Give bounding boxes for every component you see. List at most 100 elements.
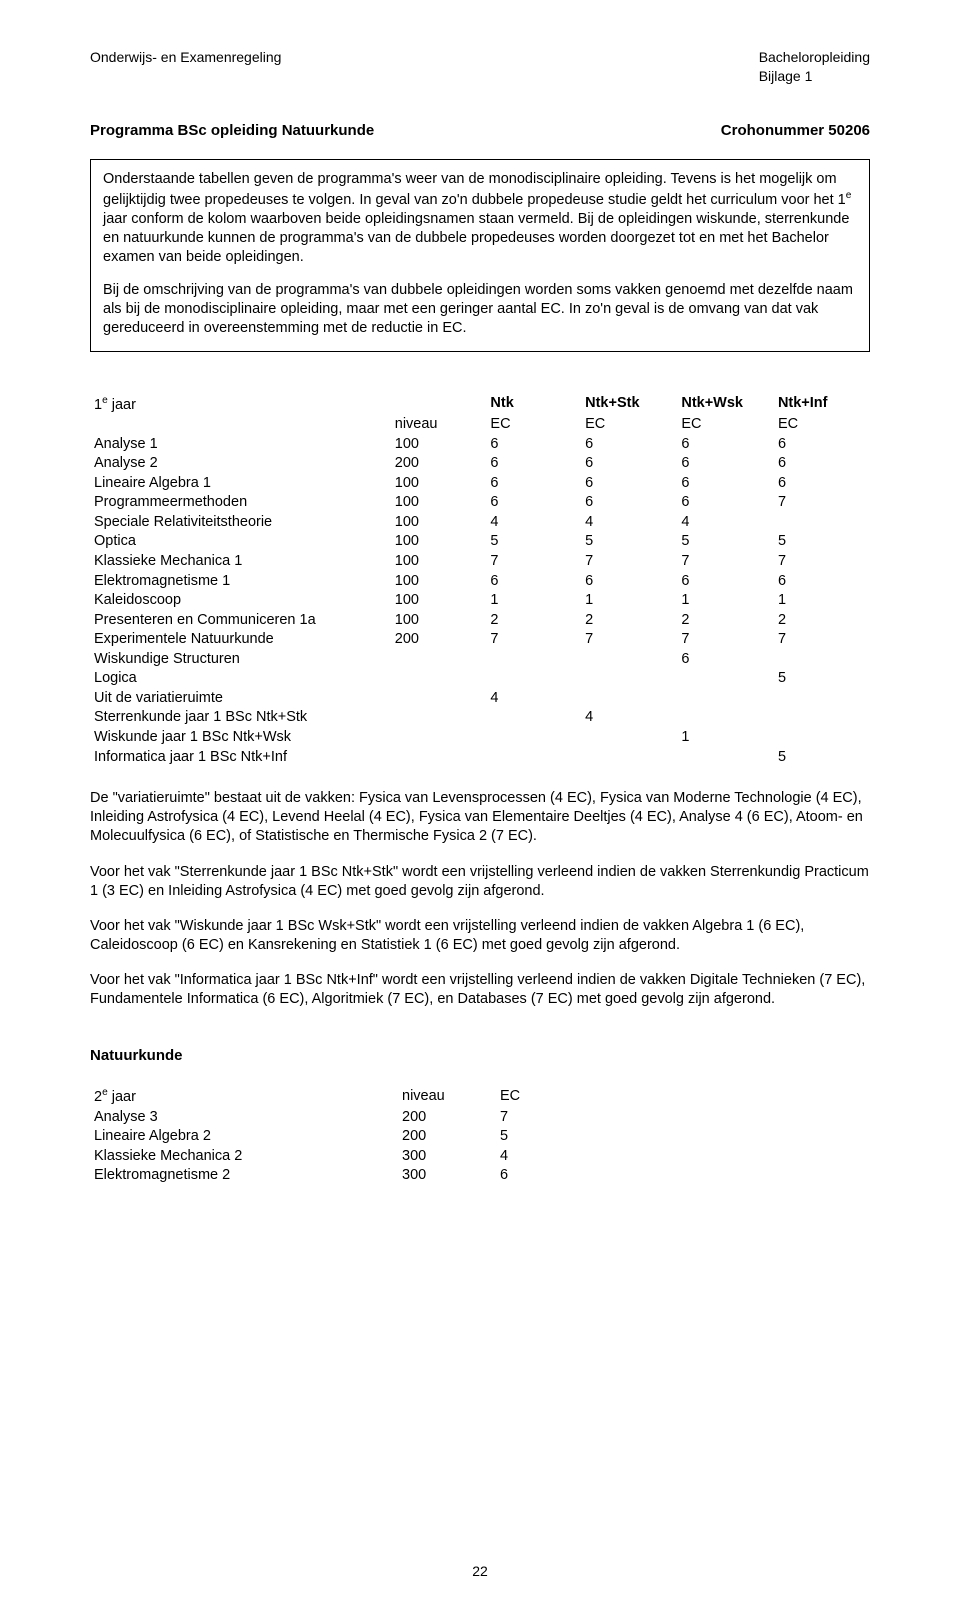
course-ec: 6: [774, 435, 870, 455]
course-name: Wiskunde jaar 1 BSc Ntk+Wsk: [90, 728, 391, 748]
course-niveau: [391, 748, 487, 768]
course-name: Analyse 1: [90, 435, 391, 455]
course-ec: [774, 650, 870, 670]
course-niveau: [391, 689, 487, 709]
course-niveau: [391, 728, 487, 748]
col-ntk: Ntk: [486, 394, 581, 415]
course-ec: 6: [581, 474, 677, 494]
course-niveau: 100: [391, 493, 487, 513]
course-ec: 6: [486, 572, 581, 592]
table-row: Speciale Relativiteitstheorie100444: [90, 513, 870, 533]
course-ec: 6: [677, 454, 774, 474]
table-row: Optica1005555: [90, 532, 870, 552]
course-name: Lineaire Algebra 2: [90, 1127, 398, 1147]
course-niveau: 100: [391, 552, 487, 572]
course-ec: 6: [496, 1166, 564, 1186]
course-name: Elektromagnetisme 1: [90, 572, 391, 592]
header-left: Onderwijs- en Examenregeling: [90, 48, 281, 86]
course-ec: [581, 669, 677, 689]
course-ec: [677, 748, 774, 768]
course-niveau: 100: [391, 513, 487, 533]
col-ec-2: EC: [581, 415, 677, 435]
course-ec: 6: [677, 650, 774, 670]
course-niveau: 100: [391, 474, 487, 494]
course-niveau: 100: [391, 611, 487, 631]
year1-label: 1e jaar: [90, 394, 391, 415]
course-name: Informatica jaar 1 BSc Ntk+Inf: [90, 748, 391, 768]
header-right: BacheloropleidingBijlage 1: [759, 48, 870, 86]
box-p1a: Onderstaande tabellen geven de programma…: [103, 171, 846, 208]
course-ec: 7: [486, 552, 581, 572]
course-niveau: 200: [391, 454, 487, 474]
course-ec: 6: [581, 572, 677, 592]
course-niveau: [391, 669, 487, 689]
col-ntk-stk: Ntk+Stk: [581, 394, 677, 415]
curriculum-table-year2: 2e jaar niveau EC Analyse 32007Lineaire …: [90, 1086, 564, 1186]
table-row: Sterrenkunde jaar 1 BSc Ntk+Stk4: [90, 708, 870, 728]
course-ec: 5: [677, 532, 774, 552]
course-ec: 1: [581, 591, 677, 611]
course-name: Klassieke Mechanica 1: [90, 552, 391, 572]
course-name: Logica: [90, 669, 391, 689]
info-box: Onderstaande tabellen geven de programma…: [90, 159, 870, 352]
course-ec: 5: [496, 1127, 564, 1147]
course-ec: 6: [486, 435, 581, 455]
croho-number: Crohonummer 50206: [721, 122, 870, 139]
col-ec-4: EC: [774, 415, 870, 435]
page-title: Programma BSc opleiding Natuurkunde: [90, 122, 374, 139]
course-name: Analyse 2: [90, 454, 391, 474]
table-row: Klassieke Mechanica 11007777: [90, 552, 870, 572]
section-heading-natuurkunde: Natuurkunde: [90, 1047, 870, 1064]
course-ec: [677, 689, 774, 709]
course-ec: 1: [677, 591, 774, 611]
course-ec: 2: [677, 611, 774, 631]
course-ec: 5: [486, 532, 581, 552]
year2-ec: EC: [496, 1086, 564, 1107]
col-ec-1: EC: [486, 415, 581, 435]
course-ec: [581, 748, 677, 768]
course-niveau: 200: [391, 630, 487, 650]
course-name: Analyse 3: [90, 1108, 398, 1128]
course-niveau: 100: [391, 591, 487, 611]
course-ec: 4: [496, 1147, 564, 1167]
course-ec: 7: [486, 630, 581, 650]
course-name: Speciale Relativiteitstheorie: [90, 513, 391, 533]
year2-head-row: 2e jaar niveau EC: [90, 1086, 564, 1107]
course-ec: [677, 669, 774, 689]
course-ec: 1: [774, 591, 870, 611]
course-ec: 7: [774, 630, 870, 650]
course-ec: 7: [581, 630, 677, 650]
course-name: Klassieke Mechanica 2: [90, 1147, 398, 1167]
course-niveau: [391, 708, 487, 728]
col-ec-3: EC: [677, 415, 774, 435]
course-ec: 1: [677, 728, 774, 748]
box-p1-sup: e: [846, 190, 852, 201]
course-name: Presenteren en Communiceren 1a: [90, 611, 391, 631]
course-niveau: 300: [398, 1147, 496, 1167]
course-ec: 5: [774, 748, 870, 768]
table-row: Elektromagnetisme 23006: [90, 1166, 564, 1186]
year2-niveau: niveau: [398, 1086, 496, 1107]
course-ec: [677, 708, 774, 728]
course-ec: [774, 728, 870, 748]
curriculum-table-year1: 1e jaar Ntk Ntk+Stk Ntk+Wsk Ntk+Inf nive…: [90, 394, 870, 768]
course-ec: [486, 728, 581, 748]
course-ec: [581, 728, 677, 748]
course-ec: [486, 650, 581, 670]
table-row: Analyse 11006666: [90, 435, 870, 455]
table-head-row-2: niveau EC EC EC EC: [90, 415, 870, 435]
course-ec: 7: [581, 552, 677, 572]
table-row: Analyse 22006666: [90, 454, 870, 474]
table-row: Elektromagnetisme 11006666: [90, 572, 870, 592]
header-right-1: Bacheloropleiding: [759, 49, 870, 65]
col-ntk-wsk: Ntk+Wsk: [677, 394, 774, 415]
course-ec: 7: [774, 493, 870, 513]
course-name: Experimentele Natuurkunde: [90, 630, 391, 650]
course-niveau: 300: [398, 1166, 496, 1186]
course-name: Uit de variatieruimte: [90, 689, 391, 709]
course-name: Wiskundige Structuren: [90, 650, 391, 670]
course-name: Kaleidoscoop: [90, 591, 391, 611]
course-niveau: 100: [391, 532, 487, 552]
course-ec: 4: [581, 708, 677, 728]
course-ec: 5: [774, 532, 870, 552]
